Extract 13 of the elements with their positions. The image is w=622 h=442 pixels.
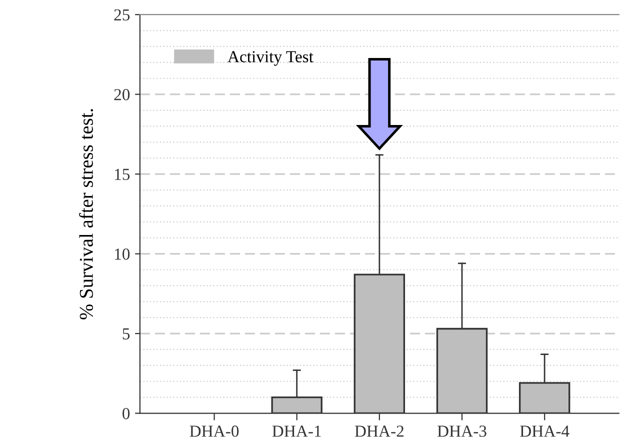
x-tick-label: DHA-0 — [190, 426, 239, 437]
x-tick-label: DHA-3 — [437, 426, 486, 437]
y-tick-label: 15 — [115, 168, 130, 180]
y-tick-label: 10 — [115, 248, 130, 260]
legend-label: Activity Test — [228, 51, 314, 66]
y-tick-label: 25 — [114, 9, 130, 21]
x-tick-label: DHA-4 — [520, 426, 570, 437]
y-tick-label: 20 — [114, 89, 130, 100]
y-axis-title: % Survival after stress test. — [79, 109, 94, 320]
y-tick-label: 5 — [122, 328, 130, 340]
x-tick-label: DHA-1 — [272, 426, 321, 437]
x-tick-label: DHA-2 — [354, 426, 404, 437]
y-tick-label: 0 — [122, 408, 130, 420]
